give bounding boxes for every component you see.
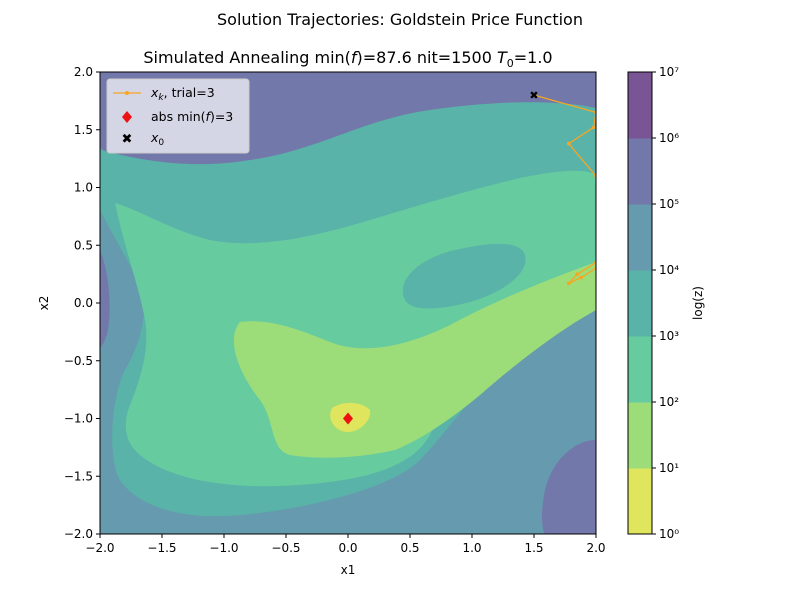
x-tick-label: −1.0 [209,541,238,555]
y-tick-label: 0.0 [74,296,93,310]
y-tick-label: 1.0 [74,181,93,195]
legend-absmin-f: f [206,109,212,124]
x-tick-label: −1.5 [147,541,176,555]
x-tick-label: −0.5 [271,541,300,555]
colorbar-tick-label: 10⁵ [659,197,679,211]
legend: xk, trial=3 abs min(f)=3 ✖ x0 [106,78,250,154]
abs-min-marker [343,412,353,425]
y-tick-label: −1.5 [64,469,93,483]
colorbar-tick-label: 10⁰ [659,527,679,541]
colorbar-tick-label: 10⁶ [659,131,679,145]
x-tick-label: 1.5 [524,541,543,555]
legend-label-xk: xk, trial=3 [150,85,215,103]
contour-field [100,72,596,534]
legend-absmin-a: abs min( [151,109,206,124]
colorbar-band [628,270,652,337]
legend-xk-sub: k [158,93,164,103]
trajectory-line [533,94,596,284]
title-sub: 0 [507,57,514,70]
trajectory-point [579,275,583,280]
colorbar-band [628,402,652,469]
y-axis-ticks: −2.0 −1.5 −1.0 −0.5 0.0 0.5 1.0 1.5 2.0 [64,65,100,541]
colorbar-tick-label: 10¹ [659,461,679,475]
y-tick-label: −1.0 [64,412,93,426]
legend-dot-marker [125,91,129,95]
x-tick-label: 0.0 [338,541,357,555]
title-end: =1.0 [514,48,553,67]
colorbar-ticks: 10⁰ 10¹ 10² 10³ 10⁴ 10⁵ 10⁶ 10⁷ [652,65,679,541]
y-tick-label: 0.5 [74,238,93,252]
legend-absmin-b: )=3 [210,109,233,124]
trajectory-point [566,141,571,146]
figure-suptitle: Solution Trajectories: Goldstein Price F… [217,10,583,29]
colorbar-tick-label: 10⁷ [659,65,679,79]
colorbar-tick-label: 10² [659,395,679,409]
trajectory-point [566,281,571,286]
x-tick-label: 2.0 [586,541,605,555]
colorbar-frame [627,71,653,535]
colorbar [628,72,652,535]
colorbar-tick-label: 10⁴ [659,263,679,277]
x0-marker: ✖ [529,89,538,102]
legend-label-absmin: abs min(f)=3 [151,109,233,124]
legend-diamond-marker [122,111,132,123]
title-mid: )=87.6 nit=1500 [357,48,497,67]
y-tick-label: 1.5 [74,123,93,137]
title-f: f [351,48,359,67]
y-tick-label: 2.0 [74,65,93,79]
colorbar-band [628,468,652,535]
colorbar-band [628,204,652,271]
marker-layer: ✖ [343,89,539,425]
title-prefix: Simulated Annealing min( [143,48,351,67]
x-tick-label: 1.0 [462,541,481,555]
x-axis-label: x1 [341,563,356,577]
chart-title: Simulated Annealing min(f)=87.6 nit=1500… [143,48,552,70]
title-T: T [497,48,508,67]
legend-xk-rest: , trial=3 [164,85,215,100]
y-tick-label: −2.0 [64,527,93,541]
y-tick-label: −0.5 [64,354,93,368]
colorbar-band [628,72,652,139]
trajectory-point [591,125,596,130]
contour-band-1e5-1e6-bottom-right [541,440,596,534]
trajectory-point [575,272,580,276]
legend-box [106,78,250,154]
trajectory-point [532,93,536,97]
contour-band-1e5-1e6-left [100,250,110,348]
legend-xk-x: x [150,85,159,100]
legend-label-x0: x0 [150,130,164,148]
contour-band-10-100 [233,262,596,458]
colorbar-band [628,138,652,205]
y-axis-label: x2 [37,296,51,311]
x-axis-ticks: −2.0 −1.5 −1.0 −0.5 0.0 0.5 1.0 1.5 2.0 [85,534,606,555]
legend-x0-x: x [150,130,159,145]
contour-oval [402,243,526,309]
colorbar-label: log(z) [691,286,705,320]
x-tick-label: 0.5 [400,541,419,555]
legend-x0-sub: 0 [158,138,164,148]
legend-x-marker: ✖ [122,132,133,147]
colorbar-band [628,336,652,403]
colorbar-tick-label: 10³ [659,329,679,343]
x-tick-label: −2.0 [85,541,114,555]
